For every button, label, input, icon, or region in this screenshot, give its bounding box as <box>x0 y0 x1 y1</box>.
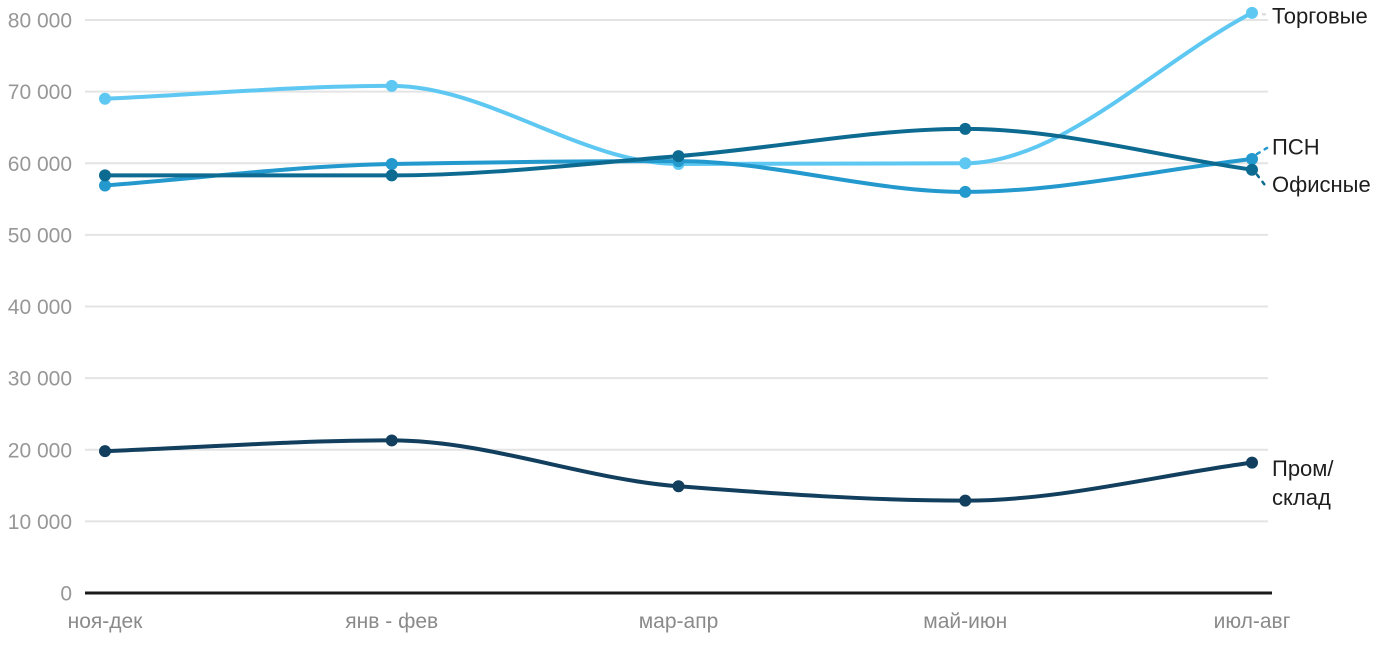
x-axis-tick-label: мар-апр <box>639 610 719 633</box>
x-axis-tick-label: янв - фев <box>345 610 438 633</box>
data-point-ofisnye-3 <box>959 122 972 135</box>
data-point-prom-sklad-2 <box>672 480 685 493</box>
series-labels: Торговые ПСН Офисные Пром/склад <box>1255 3 1371 510</box>
y-axis-tick-label: 30 000 <box>8 368 72 391</box>
series-label-prom-sklad-line-0: Пром/ <box>1272 456 1334 481</box>
y-axis-tick-label: 40 000 <box>8 296 72 319</box>
data-point-ofisnye-1 <box>385 169 398 182</box>
data-point-prom-sklad-0 <box>99 445 111 458</box>
x-axis-tick-labels: ноя-дек янв - фев мар-апр май-июн июл-авг <box>68 610 1291 633</box>
data-point-psn-4 <box>1246 152 1258 165</box>
y-axis-tick-label: 50 000 <box>8 224 72 247</box>
label-leader-psn <box>1255 146 1269 156</box>
gridlines <box>85 19 1272 595</box>
x-axis-tick-label: ноя-дек <box>68 610 144 633</box>
y-axis-tick-label: 60 000 <box>8 153 72 176</box>
data-point-prom-sklad-4 <box>1246 456 1258 469</box>
label-leader-ofisnye <box>1255 173 1269 189</box>
series-prom-sklad <box>99 434 1258 507</box>
y-axis-tick-label: 20 000 <box>8 439 72 462</box>
data-point-psn-0 <box>99 179 111 192</box>
data-point-ofisnye-2 <box>672 150 685 163</box>
data-point-ofisnye-4 <box>1246 163 1258 176</box>
data-point-torgovye-0 <box>99 92 111 105</box>
y-axis-tick-label: 0 <box>60 583 72 606</box>
data-point-prom-sklad-1 <box>385 434 398 447</box>
series-label-ofisnye: Офисные <box>1272 172 1371 197</box>
series-torgovye <box>99 6 1258 170</box>
y-axis-tick-label: 70 000 <box>8 81 72 104</box>
x-axis-tick-label: май-июн <box>923 610 1007 633</box>
data-point-torgovye-1 <box>385 79 398 92</box>
data-point-psn-1 <box>385 157 398 170</box>
series-label-prom-sklad-line-1: склад <box>1272 485 1331 510</box>
series-label-torgovye: Торговые <box>1272 3 1368 28</box>
y-axis-tick-labels: 0 10 000 20 000 30 000 40 000 50 000 60 000 70 … <box>8 10 72 606</box>
x-axis-tick-label: июл-авг <box>1214 610 1291 633</box>
y-axis-tick-label: 10 000 <box>8 511 72 534</box>
data-point-ofisnye-0 <box>99 169 111 182</box>
data-point-torgovye-4 <box>1246 6 1258 19</box>
series-label-psn: ПСН <box>1272 134 1320 159</box>
series-ofisnye <box>99 122 1258 182</box>
data-point-psn-3 <box>959 185 972 198</box>
y-axis-tick-label: 80 000 <box>8 10 72 33</box>
data-point-torgovye-3 <box>959 157 972 170</box>
data-point-prom-sklad-3 <box>959 494 972 507</box>
